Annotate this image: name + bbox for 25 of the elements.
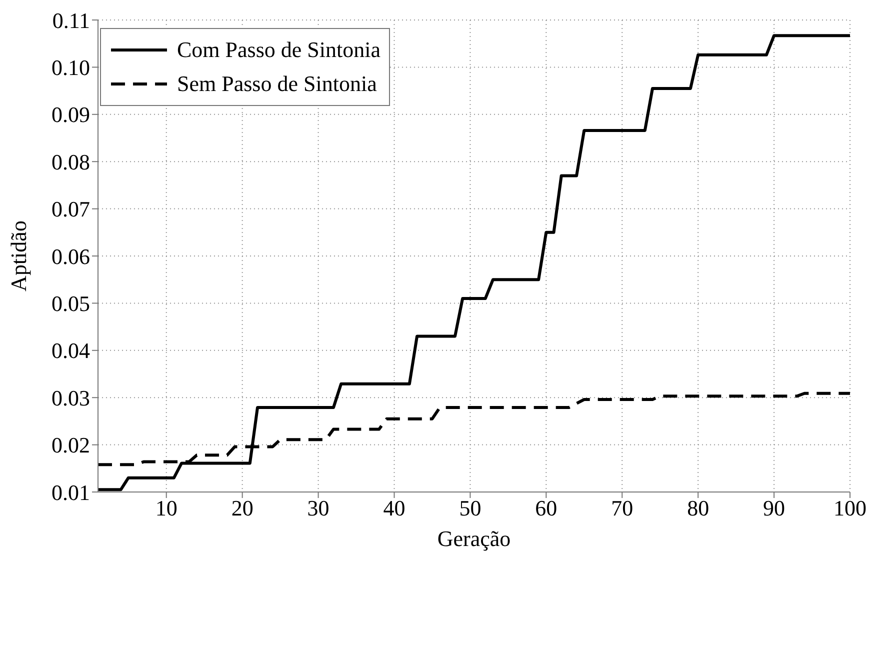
x-tick-label: 60 [535,496,558,521]
y-tick-label: 0.11 [52,8,90,33]
x-tick-label: 80 [687,496,710,521]
y-tick-label: 0.01 [52,480,90,505]
y-tick-label: 0.10 [52,55,90,80]
x-tick-label: 40 [383,496,406,521]
x-axis-title: Geração [437,526,511,551]
y-tick-label: 0.06 [52,244,90,269]
x-tick-label: 10 [155,496,178,521]
y-tick-label: 0.04 [52,338,90,364]
y-tick-label: 0.08 [52,149,90,174]
y-axis-title: Aptidão [6,220,31,292]
x-tick-label: 70 [611,496,634,521]
x-tick-label: 30 [307,496,330,521]
y-tick-label: 0.09 [52,102,90,128]
x-tick-label: 20 [231,496,254,521]
y-tick-label: 0.05 [52,291,90,316]
y-tick-label: 0.07 [52,196,90,222]
x-tick-label: 90 [763,496,786,521]
x-tick-label: 50 [459,496,482,521]
y-tick-label: 0.02 [52,432,90,458]
legend-label: Sem Passo de Sintonia [177,70,377,98]
legend-label: Com Passo de Sintonia [177,36,381,64]
x-tick-label: 100 [834,496,866,521]
y-tick-label: 0.03 [52,385,90,410]
